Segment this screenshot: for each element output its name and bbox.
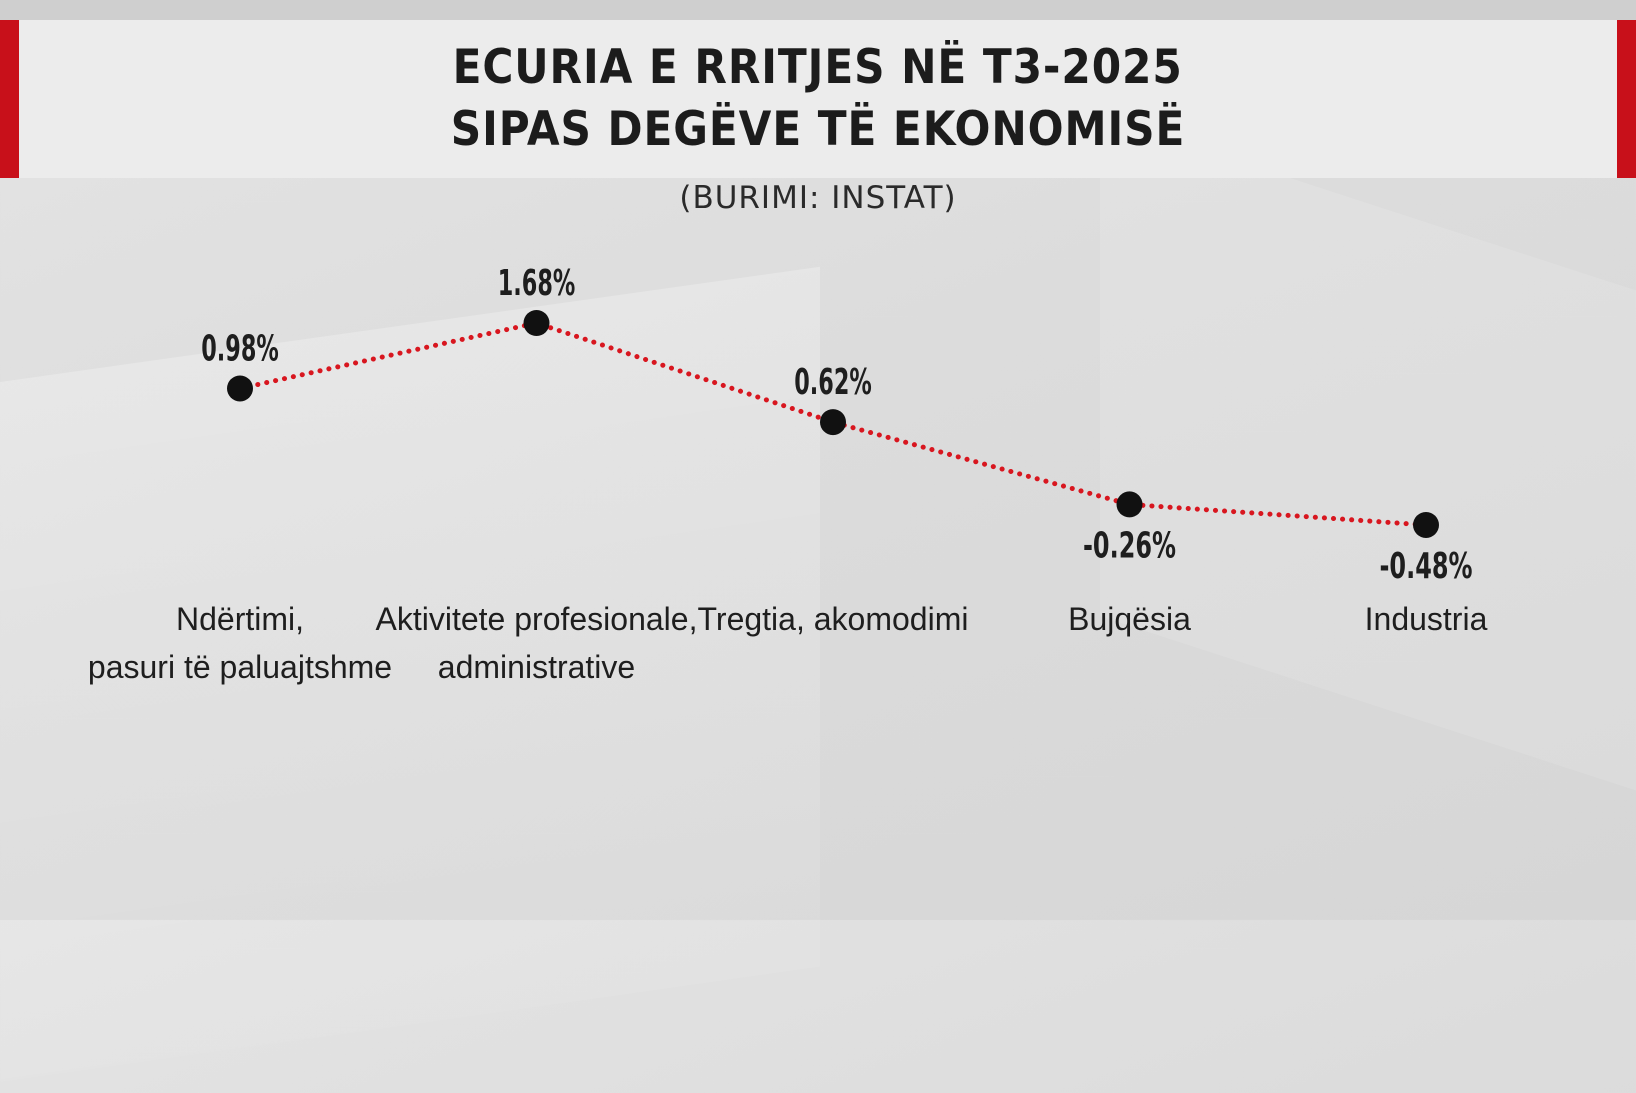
data-point — [1116, 491, 1143, 518]
line-chart: 0.98% Ndërtimi, pasuri të paluajtshme 1.68%… — [88, 263, 1488, 685]
title-line-1: ECURIA E RRITJES NË T3-2025 — [452, 40, 1184, 95]
title-bar: ECURIA E RRITJES NË T3-2025 SIPAS DEGËVE… — [0, 20, 1636, 178]
source-note: (BURIMI: INSTAT) — [679, 180, 957, 216]
data-point — [820, 409, 846, 436]
top-strip — [0, 0, 1636, 20]
data-label: -0.48% — [1380, 546, 1473, 587]
data-label: 0.62% — [794, 362, 872, 403]
category-label: Bujqësia — [1068, 601, 1191, 637]
data-point — [523, 310, 550, 336]
data-label: -0.26% — [1083, 525, 1176, 566]
category-label: Ndërtimi, — [176, 601, 304, 637]
data-point — [227, 375, 253, 402]
data-point — [1413, 511, 1439, 538]
data-label: 0.98% — [201, 328, 279, 369]
data-label: 1.68% — [498, 263, 576, 304]
category-label: Tregtia, akomodimi — [698, 601, 969, 637]
title-line-2: SIPAS DEGËVE TË EKONOMISË — [450, 102, 1186, 157]
category-label: Industria — [1365, 601, 1488, 637]
category-label: Aktivitete profesionale, — [376, 601, 698, 637]
series-line — [237, 320, 1429, 528]
category-label: pasuri të paluajtshme — [88, 649, 392, 685]
category-label: administrative — [438, 649, 635, 685]
